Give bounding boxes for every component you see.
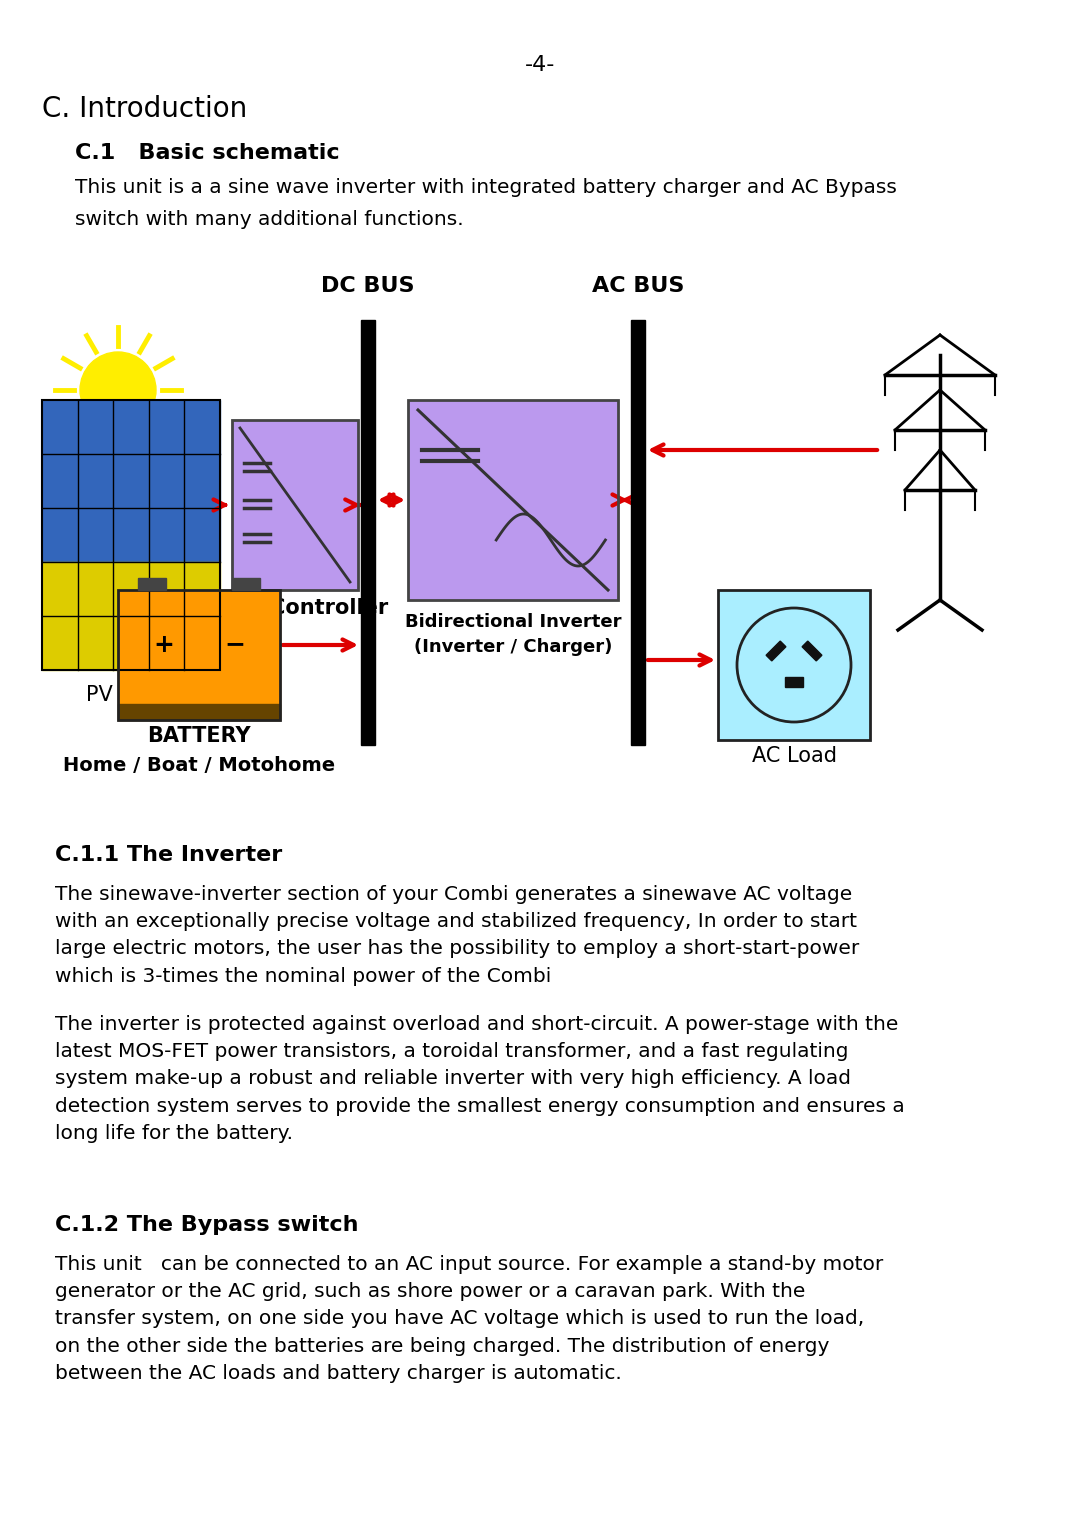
Text: This unit is a a sine wave inverter with integrated battery charger and AC Bypas: This unit is a a sine wave inverter with… — [75, 179, 896, 197]
Circle shape — [80, 353, 156, 427]
Text: C. Introduction: C. Introduction — [42, 95, 247, 124]
Bar — [361, 320, 375, 745]
Bar — [631, 320, 645, 745]
Bar — [118, 705, 280, 720]
Text: Home / Boat / Motohome: Home / Boat / Motohome — [63, 755, 335, 775]
Text: −: − — [225, 633, 245, 656]
Bar — [232, 420, 357, 591]
Bar — [232, 578, 260, 591]
Bar — [118, 591, 280, 720]
Text: +: + — [153, 633, 174, 656]
Polygon shape — [766, 641, 786, 661]
Text: This unit   can be connected to an AC input source. For example a stand-by motor: This unit can be connected to an AC inpu… — [55, 1254, 883, 1383]
Bar — [232, 420, 357, 591]
Text: (Inverter / Charger): (Inverter / Charger) — [414, 638, 612, 656]
Bar — [42, 562, 220, 670]
Text: PV Array: PV Array — [86, 685, 176, 705]
Polygon shape — [802, 641, 822, 661]
Text: DC BUS: DC BUS — [321, 276, 415, 296]
Bar — [785, 678, 804, 687]
Bar — [718, 591, 870, 740]
Text: BATTERY: BATTERY — [147, 726, 251, 746]
Text: The inverter is protected against overload and short-circuit. A power-stage with: The inverter is protected against overlo… — [55, 1015, 905, 1143]
Bar — [138, 578, 166, 591]
Bar — [408, 400, 618, 600]
Text: AC Load: AC Load — [752, 746, 837, 766]
Text: Bidirectional Inverter: Bidirectional Inverter — [405, 613, 621, 630]
Text: C.1   Basic schematic: C.1 Basic schematic — [75, 143, 339, 163]
Bar — [42, 400, 220, 670]
Text: AC BUS: AC BUS — [592, 276, 685, 296]
Bar — [118, 591, 280, 720]
Text: Solar Controller: Solar Controller — [202, 598, 388, 618]
Bar — [408, 400, 618, 600]
Text: C.1.1 The Inverter: C.1.1 The Inverter — [55, 845, 282, 865]
Text: switch with many additional functions.: switch with many additional functions. — [75, 211, 463, 229]
Text: -4-: -4- — [525, 55, 555, 75]
Text: C.1.2 The Bypass switch: C.1.2 The Bypass switch — [55, 1215, 359, 1235]
Bar — [42, 400, 220, 562]
Text: The sinewave-inverter section of your Combi generates a sinewave AC voltage
with: The sinewave-inverter section of your Co… — [55, 885, 860, 986]
Bar — [718, 591, 870, 740]
